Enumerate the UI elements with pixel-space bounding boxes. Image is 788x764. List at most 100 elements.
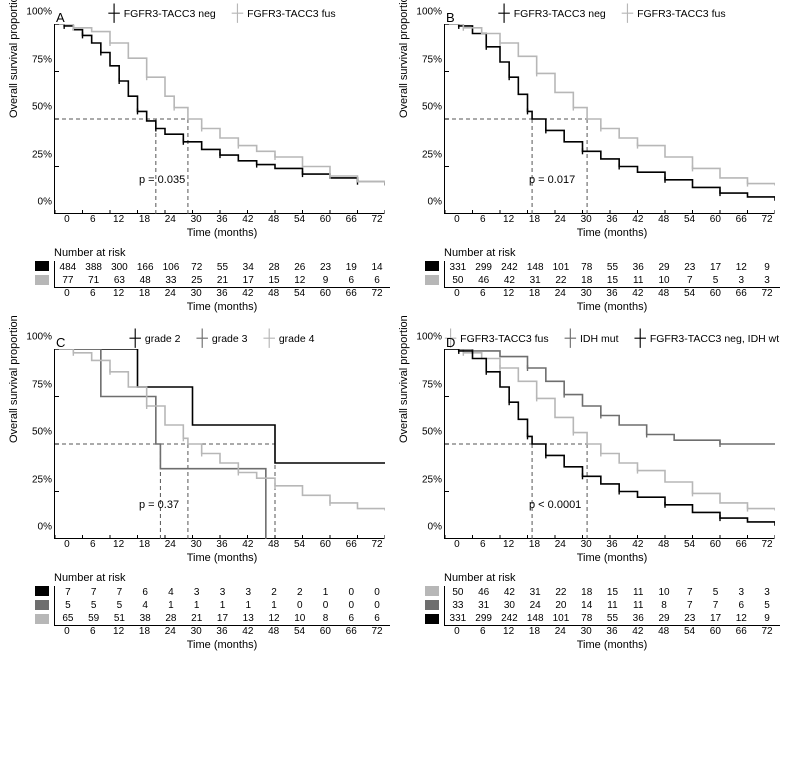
- nar-cell: 3: [754, 587, 780, 598]
- nar-cell: 17: [210, 613, 236, 624]
- nar-title: Number at risk: [54, 247, 390, 259]
- x-tick: 0: [444, 288, 470, 299]
- panel-C: ┼grade 2┼grade 3┼grade 4COverall surviva…: [8, 333, 390, 651]
- nar-cell: 9: [754, 613, 780, 624]
- nar-cell: 17: [235, 275, 261, 286]
- nar-cell: 3: [754, 275, 780, 286]
- y-tick: 50%: [422, 427, 442, 438]
- legend-symbol: ┼: [635, 334, 646, 344]
- nar-cell: 101: [548, 613, 574, 624]
- nar-cell: 50: [445, 587, 471, 598]
- x-tick: 48: [651, 214, 677, 225]
- nar-table: 4843883001661067255342826231914777163483…: [54, 261, 390, 287]
- nar-cell: 7: [81, 587, 107, 598]
- x-tick: 30: [183, 214, 209, 225]
- nar-cell: 23: [313, 262, 339, 273]
- nar-cell: 9: [313, 275, 339, 286]
- nar-table: 7776433322100555411111000065595138282117…: [54, 586, 390, 625]
- x-tick: 60: [312, 288, 338, 299]
- x-axis-label: Time (months): [444, 639, 780, 651]
- x-tick: 48: [261, 626, 287, 637]
- nar-cell: 10: [651, 587, 677, 598]
- nar-cell: 10: [651, 275, 677, 286]
- nar-cell: 11: [625, 600, 651, 611]
- x-tick: 36: [599, 288, 625, 299]
- nar-cell: 0: [287, 600, 313, 611]
- nar-cell: 12: [287, 275, 313, 286]
- nar-cell: 300: [107, 262, 133, 273]
- x-tick: 42: [625, 288, 651, 299]
- y-tick: 100%: [26, 332, 52, 343]
- y-tick: 100%: [416, 332, 442, 343]
- nar-cell: 5: [703, 275, 729, 286]
- legend: ┼grade 2┼grade 3┼grade 4: [54, 333, 390, 345]
- nar-cell: 0: [364, 587, 390, 598]
- x-tick: 60: [312, 539, 338, 550]
- nar-cell: 148: [522, 262, 548, 273]
- legend-symbol: ┼: [263, 334, 274, 344]
- nar-swatch: [35, 275, 49, 285]
- nar-swatch: [35, 586, 49, 596]
- legend-symbol: ┼: [232, 9, 243, 19]
- x-tick: 48: [261, 214, 287, 225]
- nar-cell: 65: [55, 613, 81, 624]
- nar-cell: 7: [677, 600, 703, 611]
- x-axis-label: Time (months): [444, 227, 780, 239]
- panel-label: A: [56, 10, 65, 25]
- x-tick: 48: [651, 539, 677, 550]
- x-tick: 18: [522, 626, 548, 637]
- legend-item: ┼grade 2: [130, 333, 181, 345]
- x-tick: 12: [106, 626, 132, 637]
- nar-cell: 3: [728, 587, 754, 598]
- nar-cell: 3: [235, 587, 261, 598]
- x-tick: 60: [702, 288, 728, 299]
- x-tick: 0: [444, 539, 470, 550]
- legend: ┼FGFR3-TACC3 fus┼IDH mut┼FGFR3-TACC3 neg…: [444, 333, 780, 345]
- x-tick: 0: [444, 626, 470, 637]
- x-tick: 24: [547, 539, 573, 550]
- legend-item: ┼grade 4: [263, 333, 314, 345]
- nar-cell: 0: [338, 600, 364, 611]
- nar-cell: 3: [210, 587, 236, 598]
- x-ticks: 061218243036424854606672: [444, 214, 780, 225]
- nar-cell: 55: [600, 262, 626, 273]
- nar-row: 4843883001661067255342826231914: [55, 261, 390, 274]
- panel-label: B: [446, 10, 455, 25]
- legend-symbol: ┼: [565, 334, 576, 344]
- x-tick: 42: [235, 288, 261, 299]
- x-tick: 6: [470, 626, 496, 637]
- nar-cell: 5: [754, 600, 780, 611]
- x-tick: 66: [338, 626, 364, 637]
- nar-cell: 2: [287, 587, 313, 598]
- nar-x-ticks: 061218243036424854606672: [54, 287, 390, 299]
- nar-cell: 1: [313, 587, 339, 598]
- nar-cell: 242: [497, 613, 523, 624]
- x-tick: 18: [522, 539, 548, 550]
- legend-item: ┼FGFR3-TACC3 neg: [498, 8, 605, 20]
- x-tick: 36: [209, 539, 235, 550]
- x-tick: 54: [287, 626, 313, 637]
- nar-cell: 18: [574, 587, 600, 598]
- nar-cell: 59: [81, 613, 107, 624]
- nar-cell: 106: [158, 262, 184, 273]
- p-value: p = 0.035: [139, 174, 185, 186]
- panel-A: ┼FGFR3-TACC3 neg┼FGFR3-TACC3 fusAOverall…: [8, 8, 390, 313]
- nar-cell: 21: [184, 613, 210, 624]
- x-tick: 36: [209, 288, 235, 299]
- nar-cell: 6: [132, 587, 158, 598]
- legend-label: FGFR3-TACC3 fus: [460, 333, 548, 345]
- x-tick: 12: [106, 288, 132, 299]
- y-tick: 25%: [422, 474, 442, 485]
- nar-swatch: [425, 600, 439, 610]
- y-tick: 75%: [32, 379, 52, 390]
- nar-cell: 31: [522, 587, 548, 598]
- panel-label: C: [56, 335, 65, 350]
- nar-cell: 21: [210, 275, 236, 286]
- x-tick: 66: [338, 214, 364, 225]
- nar-cell: 6: [338, 613, 364, 624]
- nar-cell: 33: [158, 275, 184, 286]
- nar-cell: 7: [677, 587, 703, 598]
- nar-row: 65595138282117131210866: [55, 612, 390, 625]
- x-tick: 60: [702, 214, 728, 225]
- x-tick: 60: [312, 214, 338, 225]
